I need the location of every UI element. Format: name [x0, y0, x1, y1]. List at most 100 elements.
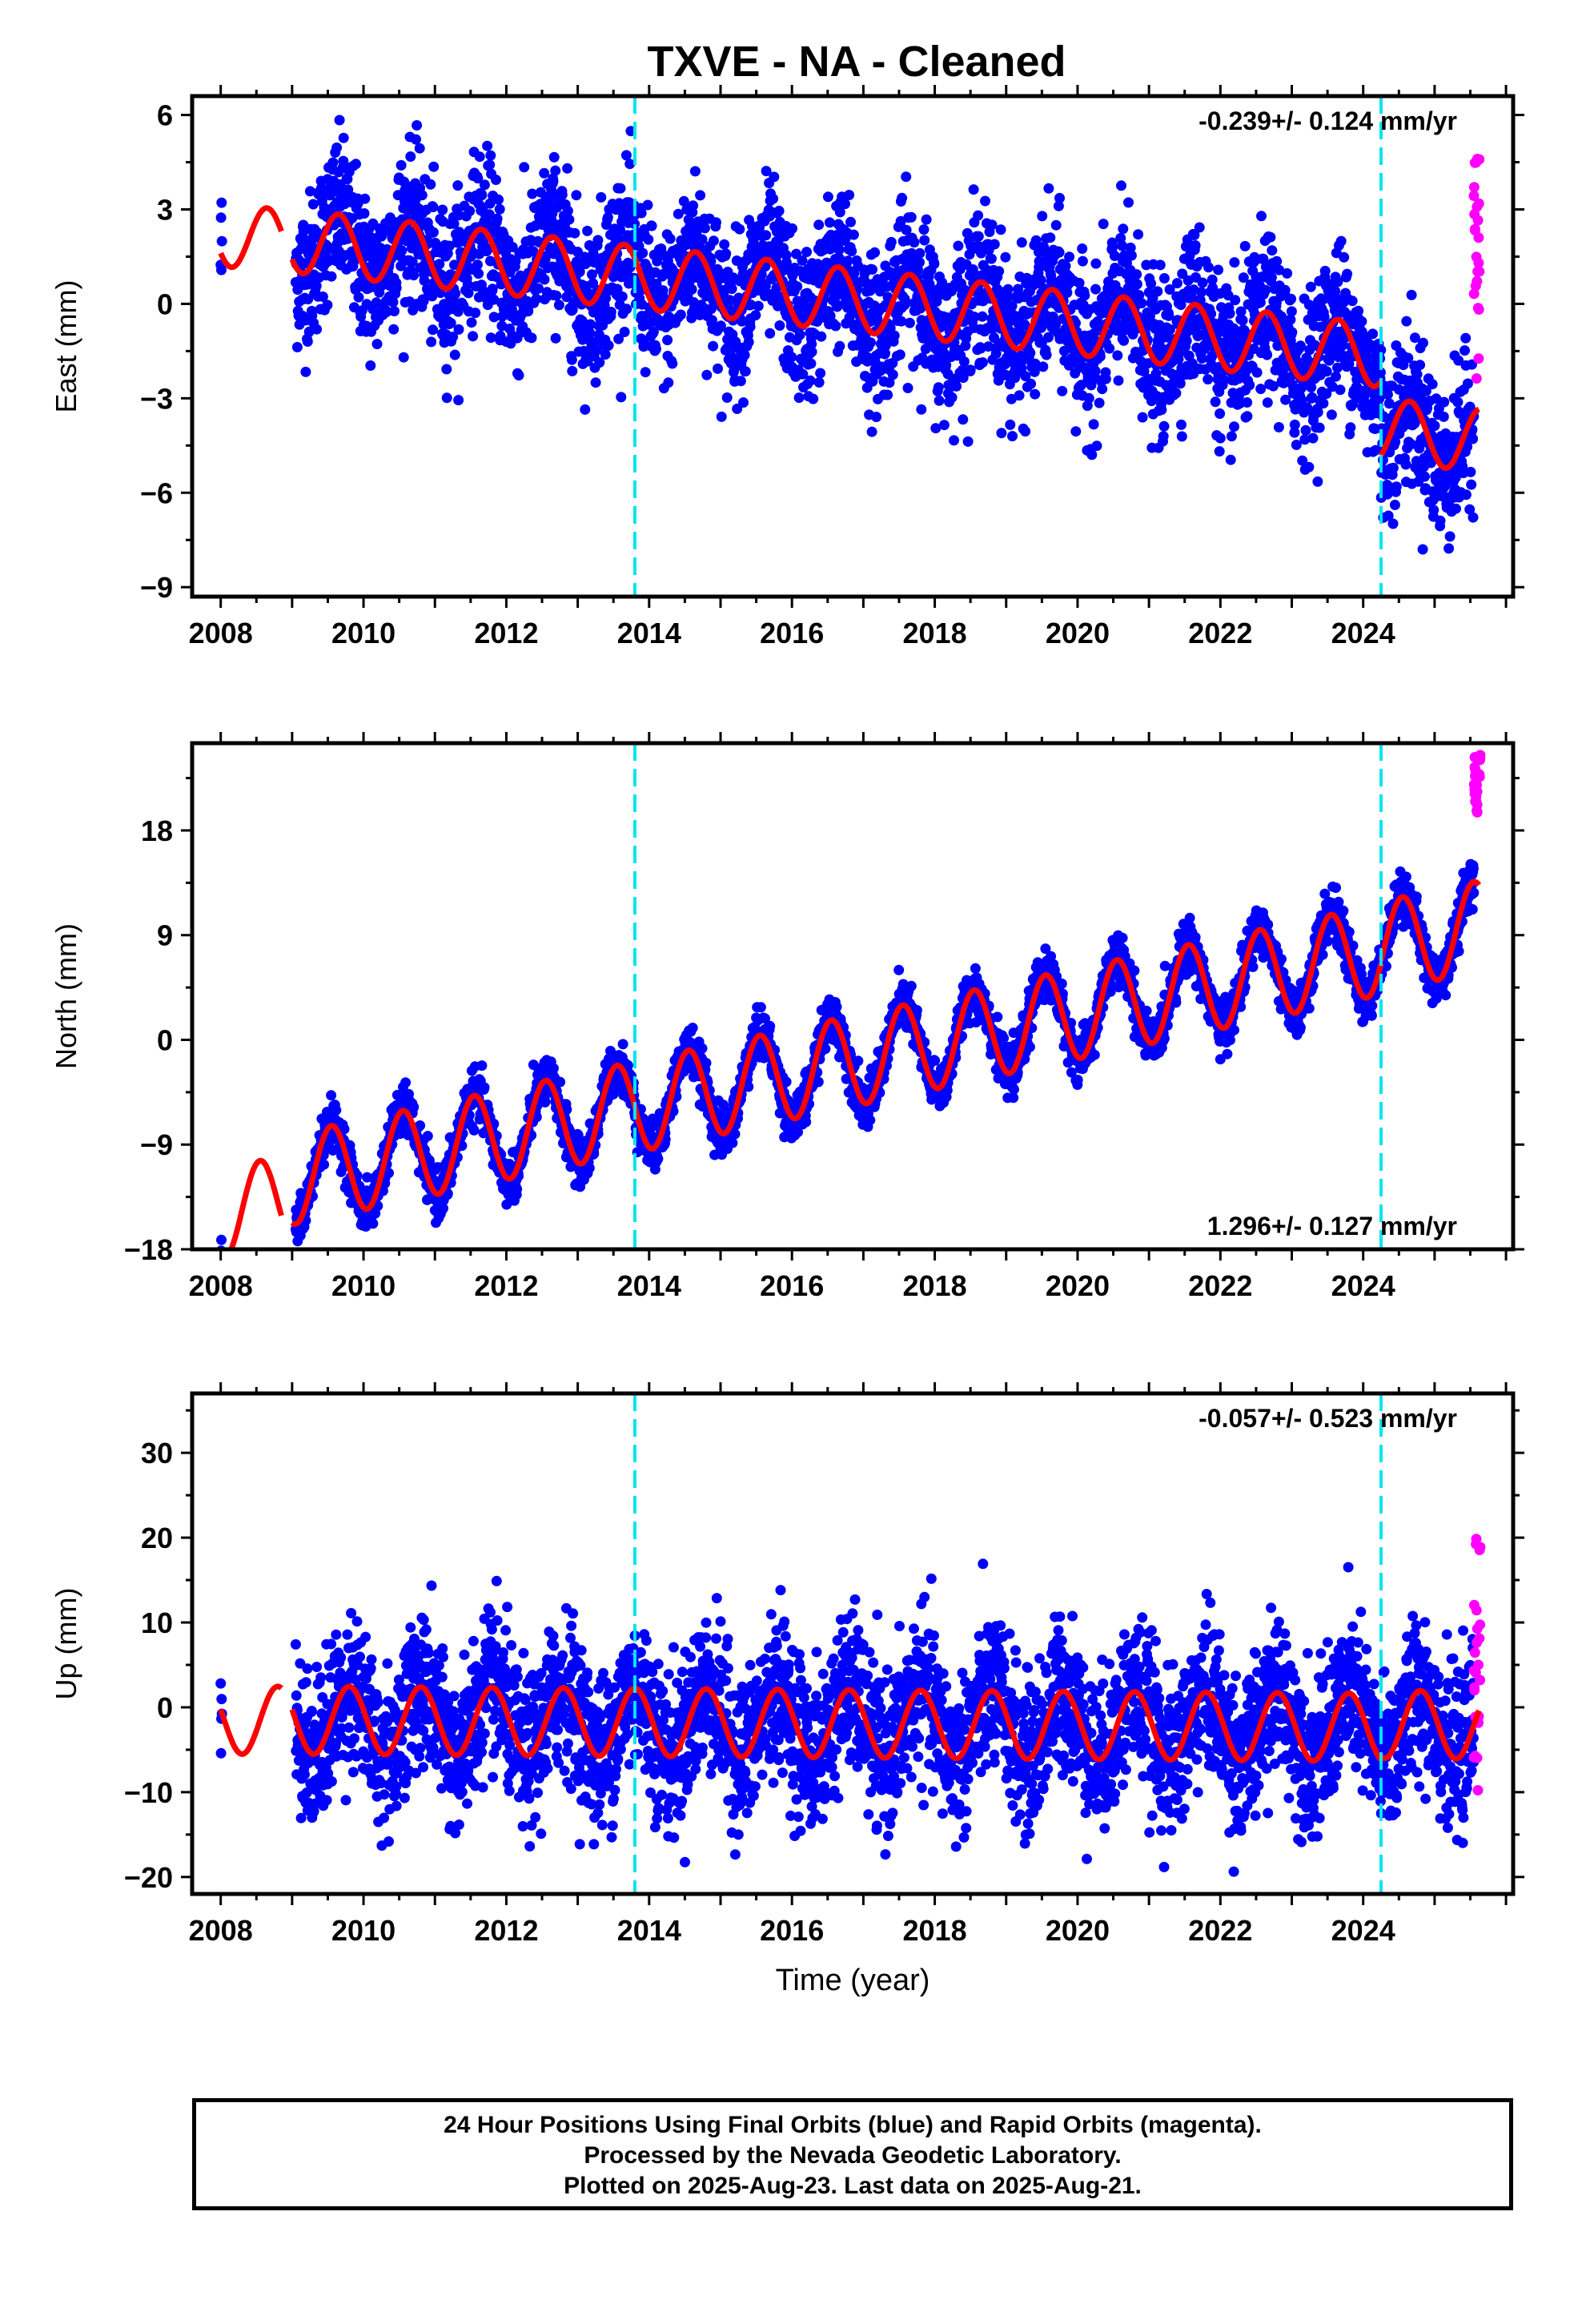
- east-final-point: [425, 179, 436, 190]
- east-final-point: [396, 245, 408, 256]
- east-final-point: [1356, 316, 1367, 327]
- east-final-point: [540, 253, 551, 264]
- east-final-point: [513, 370, 524, 381]
- east-final-point: [996, 428, 1007, 439]
- east-final-point: [675, 309, 686, 320]
- east-final-point: [594, 357, 605, 368]
- east-final-point: [980, 195, 990, 207]
- east-final-point: [648, 326, 659, 337]
- east-final-point: [613, 333, 624, 344]
- east-final-point: [1088, 419, 1099, 430]
- east-final-point: [1237, 315, 1248, 326]
- east-final-point: [1428, 505, 1439, 516]
- east-final-point: [1226, 431, 1237, 442]
- east-final-point: [1271, 255, 1283, 267]
- east-final-point: [1137, 412, 1148, 423]
- east-final-point: [1090, 365, 1101, 376]
- east-final-point: [1229, 421, 1239, 432]
- east-final-point: [1037, 211, 1048, 222]
- east-final-point: [643, 234, 654, 245]
- east-final-point: [816, 331, 827, 342]
- east-final-point: [338, 132, 349, 143]
- east-final-point: [1387, 518, 1399, 529]
- east-final-point: [697, 234, 708, 245]
- east-final-point: [629, 219, 640, 230]
- east-final-point: [1342, 268, 1353, 279]
- east-model-segment: [218, 205, 284, 271]
- east-final-point: [526, 332, 537, 344]
- east-final-point: [562, 163, 573, 174]
- east-final-point: [973, 210, 984, 221]
- east-final-point: [938, 420, 950, 431]
- east-rapid-point: [1468, 182, 1480, 193]
- east-final-point: [1303, 461, 1315, 472]
- east-final-point: [1083, 392, 1094, 404]
- east-final-point: [673, 208, 684, 219]
- east-final-point: [716, 411, 727, 422]
- east-final-point: [934, 395, 945, 406]
- east-final-point: [805, 375, 816, 386]
- east-final-point: [492, 213, 503, 224]
- east-final-point: [473, 268, 484, 279]
- east-final-point: [797, 368, 809, 380]
- east-final-point: [902, 383, 913, 393]
- east-final-point: [528, 246, 539, 257]
- east-final-point: [662, 335, 673, 346]
- east-final-point: [1439, 396, 1450, 408]
- east-final-point: [968, 184, 979, 195]
- east-final-point: [556, 189, 568, 200]
- east-final-point: [396, 159, 407, 171]
- east-final-point: [1118, 335, 1130, 346]
- east-final-point: [307, 199, 319, 210]
- east-final-point: [398, 352, 409, 363]
- east-final-point: [416, 190, 428, 201]
- east-final-point: [621, 304, 632, 315]
- east-final-point: [448, 218, 460, 229]
- east-final-point: [1312, 407, 1323, 418]
- east-final-point: [419, 275, 430, 286]
- east-final-point: [805, 358, 817, 369]
- east-final-point: [491, 175, 501, 185]
- east-final-point: [1136, 298, 1147, 309]
- east-final-point: [615, 224, 626, 235]
- east-final-point: [550, 332, 561, 344]
- east-final-point: [1214, 446, 1225, 457]
- east-final-point: [216, 235, 227, 247]
- east-final-point: [929, 259, 940, 269]
- east-final-point: [1000, 251, 1011, 263]
- east-final-point: [487, 283, 498, 295]
- east-final-point: [735, 376, 746, 387]
- east-final-point: [801, 247, 812, 258]
- east-final-point: [1215, 432, 1226, 444]
- east-final-point: [567, 365, 578, 376]
- east-final-point: [496, 320, 508, 332]
- east-final-point: [1158, 420, 1170, 432]
- east-final-point: [428, 161, 440, 172]
- east-final-point: [624, 262, 636, 273]
- east-final-point: [994, 266, 1005, 277]
- east-final-point: [700, 223, 710, 234]
- east-final-point: [753, 300, 764, 312]
- east-final-point: [1116, 180, 1126, 191]
- east-final-point: [1400, 459, 1411, 470]
- east-x-tick-label: 2010: [331, 617, 396, 649]
- east-final-point: [986, 219, 998, 231]
- east-final-point: [1267, 245, 1278, 256]
- east-final-point: [1262, 397, 1273, 408]
- east-final-point: [895, 215, 906, 227]
- east-final-point: [1170, 388, 1182, 399]
- east-final-point: [642, 199, 653, 211]
- east-final-point: [761, 166, 772, 177]
- east-final-point: [1181, 336, 1192, 347]
- east-final-point: [774, 320, 785, 331]
- east-final-point: [466, 317, 477, 328]
- east-final-point: [867, 264, 877, 275]
- east-final-point: [428, 202, 439, 212]
- east-final-point: [848, 229, 859, 240]
- east-final-point: [786, 352, 797, 363]
- east-final-point: [215, 212, 227, 223]
- east-y-tick-label: 6: [157, 99, 173, 132]
- east-final-point: [678, 195, 689, 207]
- east-final-point: [1026, 378, 1037, 389]
- east-final-point: [849, 268, 860, 279]
